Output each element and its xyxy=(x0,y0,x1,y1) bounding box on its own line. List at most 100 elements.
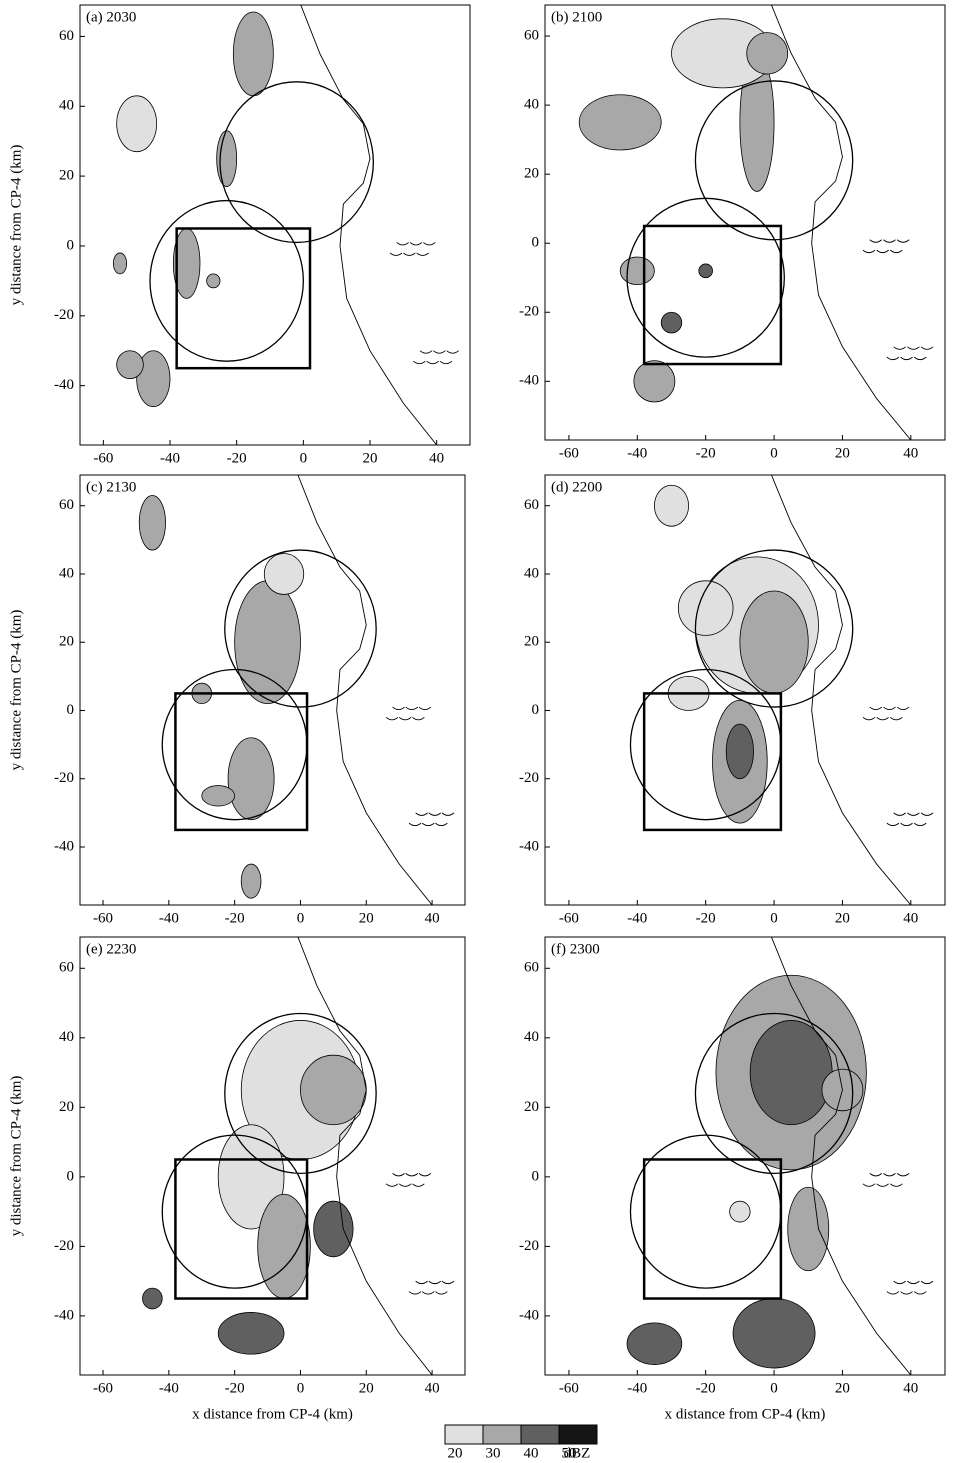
x-tick-label: -60 xyxy=(559,910,579,926)
y-tick-label: -20 xyxy=(54,1238,74,1254)
panel-title: (d) 2200 xyxy=(551,479,602,495)
wave xyxy=(870,240,882,243)
y-axis-label: y distance from CP-4 (km) xyxy=(8,610,24,771)
wave xyxy=(921,347,933,350)
panel: -60-40-2002040-40-200204060(d) 2200 xyxy=(519,465,945,927)
y-tick-label: 20 xyxy=(59,634,74,650)
wave xyxy=(423,242,435,245)
echo xyxy=(117,351,144,379)
x-tick-label: -40 xyxy=(627,1380,647,1396)
x-tick-label: 0 xyxy=(297,910,305,926)
echo xyxy=(788,1187,829,1270)
panel-title: (f) 2300 xyxy=(551,941,600,957)
colorbar-swatch xyxy=(521,1425,559,1444)
colorbar-swatch xyxy=(445,1425,483,1444)
echo xyxy=(661,312,682,333)
x-tick-label: -40 xyxy=(627,445,647,461)
x-tick-label: -20 xyxy=(696,1380,716,1396)
y-tick-label: -40 xyxy=(519,1307,539,1323)
echo xyxy=(143,1288,163,1309)
x-tick-label: 20 xyxy=(359,910,374,926)
colorbar-unit: dBZ xyxy=(564,1445,591,1461)
plot-area xyxy=(627,927,933,1375)
colorbar-swatch xyxy=(559,1425,597,1444)
coastline xyxy=(767,0,911,440)
coastline xyxy=(297,0,437,445)
y-tick-label: -20 xyxy=(54,307,74,323)
wave xyxy=(406,707,418,710)
echo xyxy=(699,264,713,278)
wave xyxy=(393,1173,405,1176)
x-tick-label: -20 xyxy=(225,1380,245,1396)
x-tick-label: -20 xyxy=(227,450,247,466)
y-tick-label: -40 xyxy=(54,377,74,393)
radar-lobe xyxy=(220,82,373,243)
x-tick-label: 40 xyxy=(903,910,918,926)
echo xyxy=(218,1312,284,1354)
wave xyxy=(420,351,432,354)
echo xyxy=(264,553,303,594)
wave xyxy=(887,357,899,360)
echo xyxy=(627,1323,682,1365)
radar-lobe xyxy=(150,201,303,362)
y-tick-label: 0 xyxy=(532,1168,540,1184)
y-tick-label: -40 xyxy=(519,838,539,854)
x-tick-label: -60 xyxy=(93,910,113,926)
colorbar: 20304050dBZ xyxy=(445,1425,597,1461)
y-tick-label: 40 xyxy=(59,98,74,114)
y-tick-label: 60 xyxy=(59,28,74,44)
x-tick-label: -60 xyxy=(93,1380,113,1396)
y-tick-label: 60 xyxy=(59,497,74,513)
wave xyxy=(412,717,424,720)
wave xyxy=(399,1184,411,1187)
y-tick-label: -20 xyxy=(54,770,74,786)
wave xyxy=(429,813,441,816)
y-tick-label: -40 xyxy=(54,838,74,854)
x-tick-label: 40 xyxy=(425,1380,440,1396)
wave xyxy=(429,1281,441,1284)
wave xyxy=(914,823,926,826)
wave xyxy=(393,707,405,710)
x-tick-label: 40 xyxy=(903,445,918,461)
wave xyxy=(403,253,415,256)
wave xyxy=(894,1281,906,1284)
wave xyxy=(440,361,452,364)
echo xyxy=(579,95,661,150)
wave xyxy=(399,717,411,720)
echo xyxy=(202,786,235,806)
echo xyxy=(258,1194,311,1298)
wave xyxy=(427,361,439,364)
wave xyxy=(883,240,895,243)
wave xyxy=(877,250,889,253)
wave xyxy=(890,717,902,720)
wave xyxy=(901,823,913,826)
coastline xyxy=(294,465,432,905)
wave xyxy=(386,1184,398,1187)
y-tick-label: 0 xyxy=(532,235,540,251)
y-tick-label: 20 xyxy=(59,1099,74,1115)
wave xyxy=(422,1292,434,1295)
wave xyxy=(433,351,445,354)
x-tick-label: -40 xyxy=(627,910,647,926)
echo xyxy=(314,1201,353,1257)
x-tick-label: 40 xyxy=(903,1380,918,1396)
y-tick-label: -40 xyxy=(519,373,539,389)
wave xyxy=(887,823,899,826)
wave xyxy=(921,1281,933,1284)
wave xyxy=(409,1292,421,1295)
y-tick-label: 0 xyxy=(532,702,540,718)
x-tick-label: 20 xyxy=(363,450,378,466)
y-tick-label: 0 xyxy=(67,1168,75,1184)
y-tick-label: 20 xyxy=(59,168,74,184)
wave xyxy=(914,357,926,360)
wave xyxy=(419,1173,431,1176)
plot-area xyxy=(113,0,458,445)
echo xyxy=(300,1055,366,1125)
wave xyxy=(890,1184,902,1187)
wave xyxy=(416,813,428,816)
y-tick-label: -20 xyxy=(519,304,539,320)
echo xyxy=(139,495,165,550)
echo xyxy=(733,1299,815,1369)
wave xyxy=(410,242,422,245)
